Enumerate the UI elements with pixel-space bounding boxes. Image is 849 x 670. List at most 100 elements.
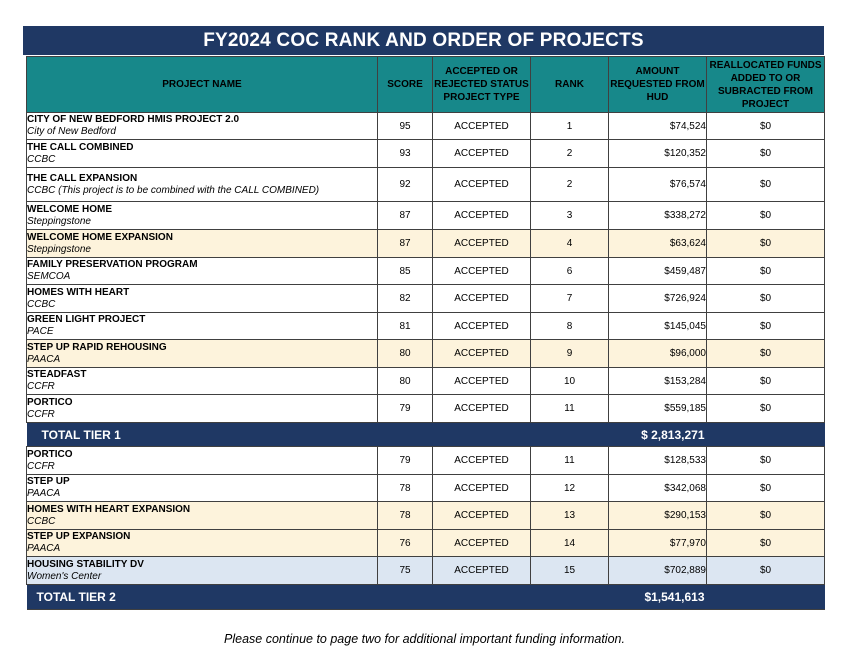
project-name: CITY OF NEW BEDFORD HMIS PROJECT 2.0 [27,114,240,125]
realloc-cell: $0 [706,257,825,285]
project-name: THE CALL COMBINED [27,141,134,153]
project-name: STEADFAST [27,369,87,380]
table-row: STEP UP PAACA 78 ACCEPTED 12 $342,068 $0 [26,474,825,502]
realloc-cell: $0 [706,139,825,168]
rank-cell: 11 [530,446,609,475]
amount-cell: $63,624 [608,229,707,258]
amount-cell: $145,045 [608,312,707,340]
project-cell: CITY OF NEW BEDFORD HMIS PROJECT 2.0 City… [26,112,378,140]
status-cell: ACCEPTED [432,284,531,313]
project-cell: PORTICO CCFR [26,394,378,423]
project-agency: SEMCOA [27,271,71,282]
realloc-cell: $0 [706,446,825,475]
score-cell: 93 [377,139,433,168]
total-row-tier2: TOTAL TIER 2 $1,541,613 [26,584,825,610]
table-row: CITY OF NEW BEDFORD HMIS PROJECT 2.0 City… [26,112,825,140]
rank-cell: 4 [530,229,609,258]
project-name: HOMES WITH HEART EXPANSION [27,503,191,515]
project-cell: WELCOME HOME EXPANSION Steppingstone [26,229,378,258]
amount-cell: $74,524 [608,112,707,140]
header-amount: AMOUNT REQUESTED FROM HUD [608,56,707,113]
project-agency: Steppingstone [27,215,91,227]
status-cell: ACCEPTED [432,556,531,585]
rank-cell: 2 [530,167,609,202]
project-cell: HOMES WITH HEART EXPANSION CCBC [26,501,378,530]
status-cell: ACCEPTED [432,529,531,557]
project-agency: CCFR [27,460,55,472]
project-name: STEP UP [27,476,70,487]
table-row: HOUSING STABILITY DV Women's Center 75 AC… [26,556,825,585]
realloc-cell: $0 [706,312,825,340]
score-cell: 85 [377,257,433,285]
header-rank: RANK [530,56,609,113]
status-cell: ACCEPTED [432,367,531,395]
realloc-cell: $0 [706,474,825,502]
table-row: HOMES WITH HEART EXPANSION CCBC 78 ACCEPT… [26,501,825,530]
total-tier2-amount: $1,541,613 [530,584,707,610]
score-cell: 82 [377,284,433,313]
project-agency: Women's Center [27,570,102,582]
status-cell: ACCEPTED [432,139,531,168]
realloc-cell: $0 [706,167,825,202]
amount-cell: $290,153 [608,501,707,530]
project-cell: STEP UP RAPID REHOUSING PAACA [26,339,378,368]
project-agency: CCBC [27,153,56,165]
header-status: ACCEPTED OR REJECTED STATUS PROJECT TYPE [432,56,531,113]
score-cell: 95 [377,112,433,140]
table-row: HOMES WITH HEART CCBC 82 ACCEPTED 7 $726,… [26,284,825,313]
rank-cell: 9 [530,339,609,368]
project-name: HOUSING STABILITY DV [27,558,144,570]
project-cell: WELCOME HOME Steppingstone [26,201,378,230]
project-agency: CCFR [27,381,55,392]
total-tier1-label: TOTAL TIER 1 [26,422,531,447]
project-cell: HOMES WITH HEART CCBC [26,284,378,313]
score-cell: 78 [377,474,433,502]
project-name: STEP UP RAPID REHOUSING [27,341,167,353]
project-agency: PACE [27,326,54,337]
amount-cell: $77,970 [608,529,707,557]
score-cell: 87 [377,201,433,230]
score-cell: 92 [377,167,433,202]
status-cell: ACCEPTED [432,446,531,475]
table-row: STEP UP EXPANSION PAACA 76 ACCEPTED 14 $7… [26,529,825,557]
project-name: HOMES WITH HEART [27,286,130,298]
page-title: FY2024 COC RANK AND ORDER OF PROJECTS [23,26,824,55]
project-cell: GREEN LIGHT PROJECT PACE [26,312,378,340]
total-tier2-label: TOTAL TIER 2 [26,584,531,610]
project-cell: THE CALL EXPANSION CCBC (This project is … [26,167,378,202]
status-cell: ACCEPTED [432,167,531,202]
total-tier1-blank [706,422,825,447]
realloc-cell: $0 [706,339,825,368]
projects-table: PROJECT NAME SCORE ACCEPTED OR REJECTED … [26,56,825,610]
rank-cell: 8 [530,312,609,340]
project-agency: PAACA [27,353,61,365]
rank-cell: 10 [530,367,609,395]
amount-cell: $338,272 [608,201,707,230]
project-agency: CCBC [27,298,56,310]
rank-cell: 1 [530,112,609,140]
amount-cell: $128,533 [608,446,707,475]
project-cell: THE CALL COMBINED CCBC [26,139,378,168]
realloc-cell: $0 [706,529,825,557]
total-row-tier1: TOTAL TIER 1 $ 2,813,271 [26,422,825,447]
project-agency: City of New Bedford [27,126,116,137]
score-cell: 79 [377,446,433,475]
project-name: WELCOME HOME [27,203,112,215]
amount-cell: $702,889 [608,556,707,585]
status-cell: ACCEPTED [432,339,531,368]
status-cell: ACCEPTED [432,394,531,423]
project-agency: CCBC [27,515,56,527]
score-cell: 75 [377,556,433,585]
project-agency: PAACA [27,488,61,499]
amount-cell: $726,924 [608,284,707,313]
status-cell: ACCEPTED [432,474,531,502]
status-cell: ACCEPTED [432,257,531,285]
project-cell: PORTICO CCFR [26,446,378,475]
header-reallocated: REALLOCATED FUNDS ADDED TO OR SUBRACTED … [706,56,825,113]
realloc-cell: $0 [706,112,825,140]
rank-cell: 2 [530,139,609,168]
table-row: STEADFAST CCFR 80 ACCEPTED 10 $153,284 $0 [26,367,825,395]
table-row: THE CALL EXPANSION CCBC (This project is … [26,167,825,202]
table-row: FAMILY PRESERVATION PROGRAM SEMCOA 85 ACC… [26,257,825,285]
score-cell: 78 [377,501,433,530]
